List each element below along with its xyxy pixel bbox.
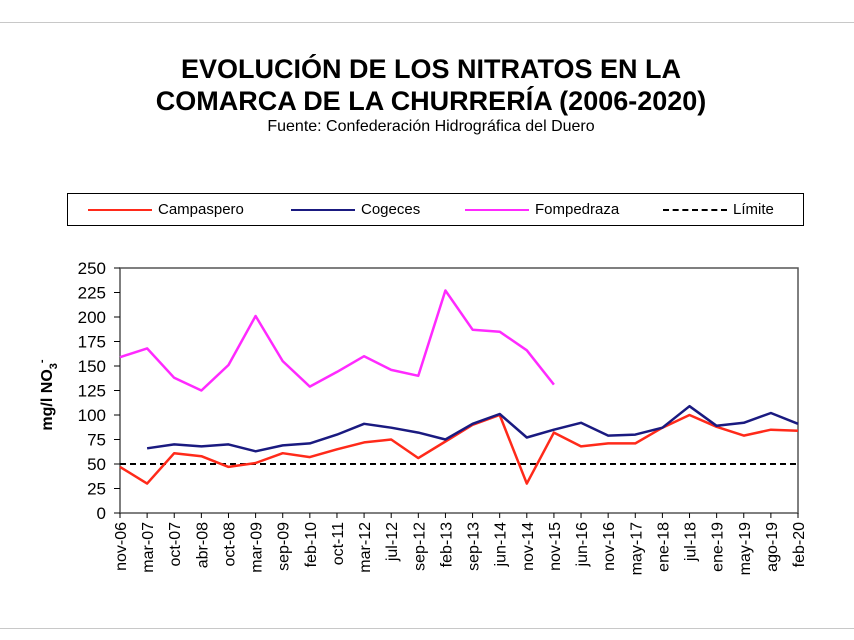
y-axis-label-superscript: - bbox=[36, 359, 48, 363]
x-tick-label: jul-12 bbox=[384, 522, 401, 562]
x-tick-label: feb-10 bbox=[303, 522, 320, 567]
y-tick-label: 0 bbox=[97, 504, 106, 523]
legend-item-cogeces: Cogeces bbox=[291, 201, 420, 218]
y-axis-label: mg/l NO3- bbox=[36, 359, 60, 430]
plot-area bbox=[119, 267, 799, 514]
chart-title-line-2: COMARCA DE LA CHURRERÍA (2006-2020) bbox=[155, 86, 707, 116]
legend-swatch bbox=[465, 208, 529, 211]
bottom-divider bbox=[0, 628, 854, 629]
x-tick-label: oct-08 bbox=[221, 522, 238, 567]
x-tick-label: ene-18 bbox=[655, 522, 672, 572]
x-tick-label: jun-14 bbox=[493, 522, 510, 568]
y-tick-label: 50 bbox=[87, 455, 106, 474]
y-tick-label: 250 bbox=[78, 259, 106, 278]
x-tick-label: mar-09 bbox=[249, 522, 266, 573]
x-tick-label: nov-16 bbox=[601, 522, 618, 571]
y-axis-label-subscript: 3 bbox=[48, 363, 60, 369]
x-tick-label: feb-13 bbox=[438, 522, 455, 567]
series-line-campaspero bbox=[119, 413, 799, 485]
x-tick-label: sep-12 bbox=[411, 522, 428, 571]
x-tick-label: may-17 bbox=[628, 522, 645, 575]
y-tick-label: 150 bbox=[78, 357, 106, 376]
legend-swatch bbox=[88, 208, 152, 211]
x-tick-label: mar-12 bbox=[357, 522, 374, 573]
y-axis-label-main: mg/l NO bbox=[39, 369, 56, 430]
y-tick-label: 125 bbox=[78, 382, 106, 401]
chart-title-line-1: EVOLUCIÓN DE LOS NITRATOS EN LA bbox=[180, 54, 682, 84]
x-tick-label: ene-19 bbox=[710, 522, 727, 572]
x-tick-label: feb-20 bbox=[791, 522, 808, 567]
legend: Campaspero Cogeces Fompedraza Límite bbox=[67, 193, 804, 226]
x-tick-label: jul-18 bbox=[683, 522, 700, 562]
y-tick-label: 25 bbox=[87, 480, 106, 499]
x-tick-label: abr-08 bbox=[194, 522, 211, 568]
legend-item-campaspero: Campaspero bbox=[88, 201, 244, 218]
x-tick-label: jun-16 bbox=[574, 522, 591, 568]
x-tick-label: may-19 bbox=[737, 522, 754, 575]
x-tick-label: sep-13 bbox=[466, 522, 483, 571]
x-tick-label: mar-07 bbox=[140, 522, 157, 573]
top-divider bbox=[0, 22, 854, 23]
x-tick-label: nov-15 bbox=[547, 522, 564, 571]
legend-label: Fompedraza bbox=[535, 201, 620, 218]
y-tick-label: 75 bbox=[87, 431, 106, 450]
y-tick-label: 200 bbox=[78, 308, 106, 327]
y-tick-label: 225 bbox=[78, 284, 106, 303]
x-tick-label: sep-09 bbox=[276, 522, 293, 571]
x-tick-label: oct-11 bbox=[330, 522, 347, 565]
series-line-cogeces bbox=[146, 404, 799, 453]
legend-item-limite: Límite bbox=[663, 201, 774, 218]
legend-swatch bbox=[291, 208, 355, 211]
y-tick-label: 175 bbox=[78, 333, 106, 352]
series-line-fompedraza bbox=[119, 289, 555, 392]
chart-subtitle: Fuente: Confederación Hidrográfica del D… bbox=[267, 118, 595, 135]
x-tick-label: nov-14 bbox=[520, 522, 537, 571]
legend-label: Cogeces bbox=[361, 201, 421, 218]
legend-swatch bbox=[663, 208, 727, 211]
x-tick-label: oct-07 bbox=[167, 522, 184, 567]
x-tick-label: nov-06 bbox=[113, 522, 130, 571]
legend-label: Campaspero bbox=[158, 201, 244, 218]
x-tick-label: ago-19 bbox=[764, 522, 781, 572]
legend-label: Límite bbox=[733, 201, 774, 218]
y-tick-label: 100 bbox=[78, 406, 106, 425]
legend-item-fompedraza: Fompedraza bbox=[465, 201, 619, 218]
